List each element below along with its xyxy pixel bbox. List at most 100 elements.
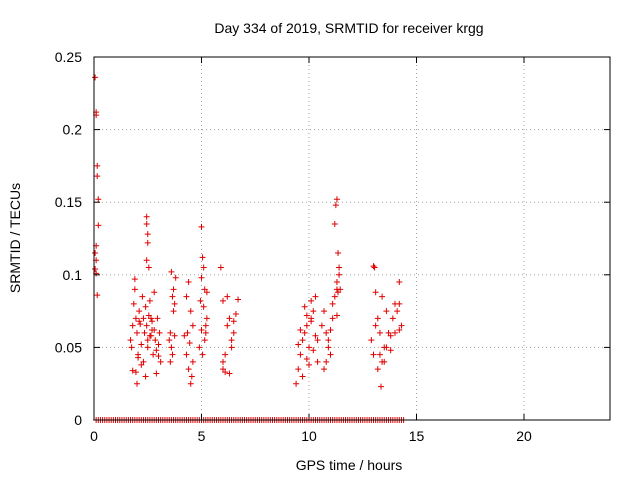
data-point [129,367,136,374]
data-point [327,326,334,333]
data-point [299,373,306,380]
data-point [329,315,336,322]
data-point [222,351,229,358]
data-point [389,315,396,322]
data-point [396,279,403,286]
x-axis-label: GPS time / hours [296,457,403,473]
data-point [376,329,383,336]
data-point [168,268,175,275]
data-point [127,337,134,344]
data-point [230,318,237,325]
data-point [310,347,317,354]
data-point [184,329,191,336]
data-point [396,300,403,307]
data-point [95,196,102,203]
data-point [378,383,385,390]
plot-frame [93,56,611,421]
data-point [327,351,334,358]
data-point [314,337,321,344]
data-point [154,315,161,322]
data-point [153,347,160,354]
data-point [170,286,177,293]
data-point [169,293,176,300]
data-point [318,322,325,329]
data-point [374,315,381,322]
data-point [155,341,162,348]
data-point [336,271,343,278]
data-point [142,373,149,380]
data-point [144,231,151,238]
data-point [170,308,177,315]
data-point [198,326,205,333]
data-point [189,322,196,329]
data-point [196,344,203,351]
data-point [303,322,310,329]
data-point [131,276,138,283]
data-point [132,369,139,376]
y-tick-labels: 0 0.05 0.1 0.15 0.2 0.25 [55,49,82,428]
data-point [166,337,173,344]
data-point [138,341,145,348]
data-point [183,351,190,358]
data-point [169,351,176,358]
y-tick-label: 0.05 [55,339,82,355]
data-point [171,332,178,339]
data-point [157,358,164,365]
data-point [306,361,312,368]
data-point [394,308,401,315]
data-point [147,315,154,322]
data-point [197,297,204,304]
data-point [383,308,390,315]
data-point [167,329,174,336]
data-point [168,344,175,351]
data-point [137,321,144,328]
data-point [308,297,315,304]
data-point [226,315,233,322]
data-point [143,257,150,264]
data-point [381,358,388,365]
data-point [189,358,196,365]
data-point [131,286,138,293]
data-point [383,344,390,351]
data-point [387,347,394,354]
data-point [129,322,136,329]
data-point [371,264,378,271]
data-point [198,223,205,230]
data-point [183,293,190,300]
chart-title: Day 334 of 2019, SRMTID for receiver krg… [214,20,483,36]
data-point [172,274,179,281]
data-point [370,263,377,270]
data-point [301,329,308,336]
data-point [295,341,302,348]
data-point [200,303,207,310]
data-point [95,222,102,229]
data-point [152,337,159,344]
y-tick-label: 0.25 [55,49,82,65]
data-point [130,300,137,307]
data-point [331,293,338,300]
data-point [187,308,194,315]
data-point [92,265,99,272]
data-point [295,366,302,373]
data-point [372,322,379,329]
data-point [149,326,156,333]
data-point [321,308,328,315]
data-point [374,366,381,373]
data-point [333,196,340,203]
data-point [149,318,156,325]
data-point [142,303,149,310]
data-point [92,250,99,257]
y-tick-label: 0 [74,412,82,428]
x-tick-label: 15 [409,428,425,444]
data-point [333,312,340,319]
data-point [143,220,150,227]
data-point [188,373,195,380]
data-point [185,366,192,373]
data-point [139,293,146,300]
data-point [94,292,101,299]
data-point [372,289,379,296]
data-point [136,308,143,315]
data-point [224,293,231,300]
data-point [312,332,319,339]
data-point [141,329,148,336]
